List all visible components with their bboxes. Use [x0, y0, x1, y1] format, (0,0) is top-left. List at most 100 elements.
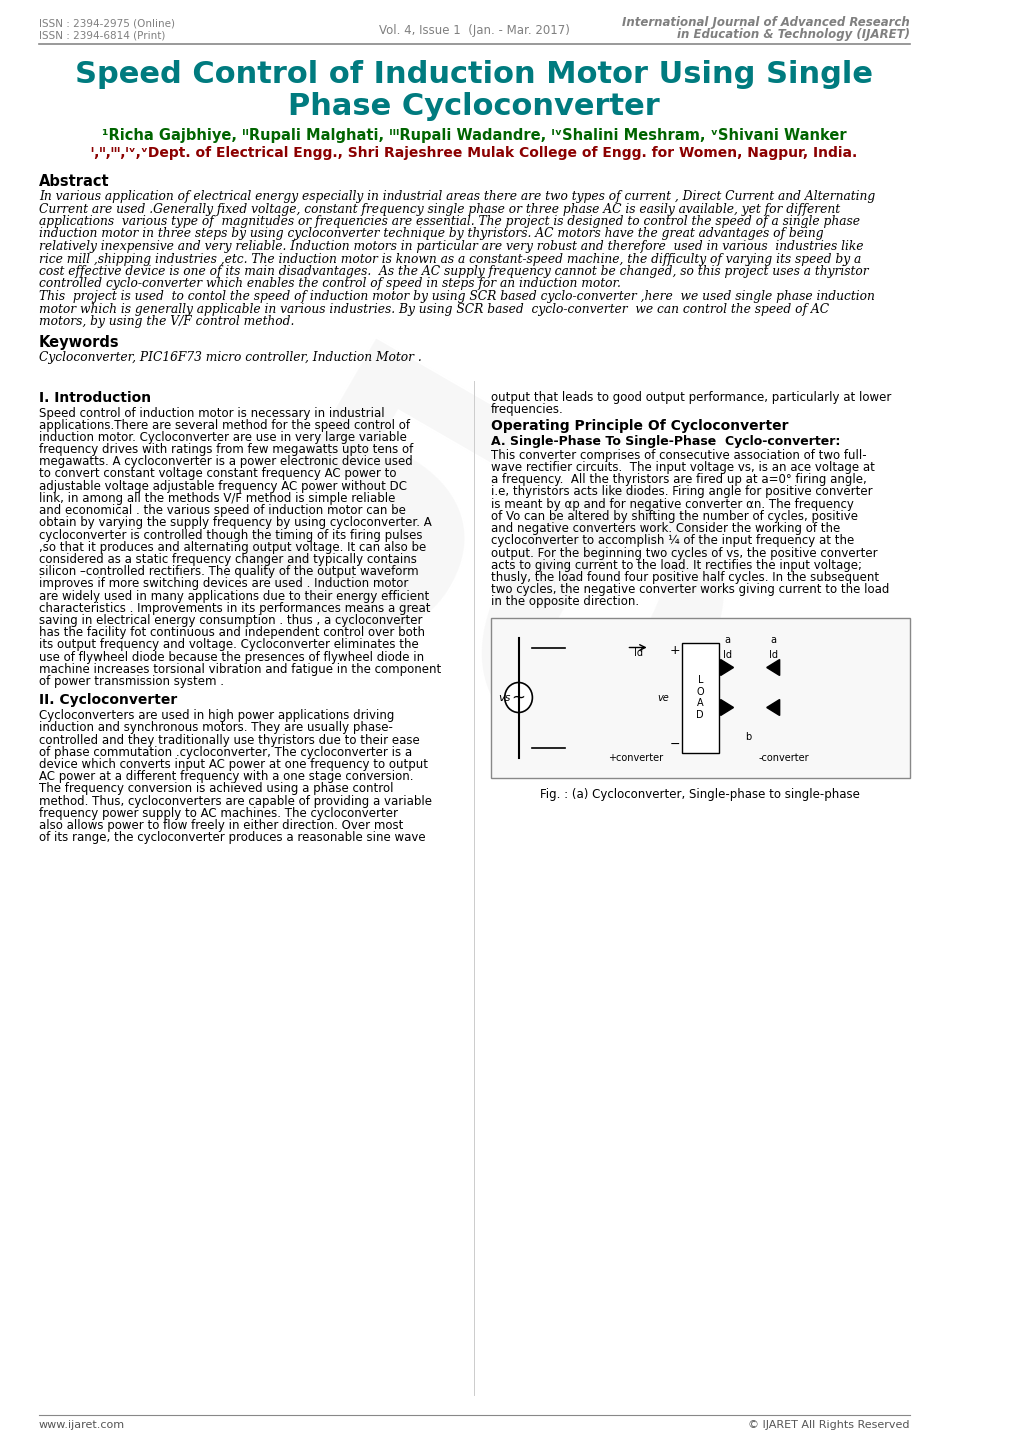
Text: The frequency conversion is achieved using a phase control: The frequency conversion is achieved usi…	[39, 783, 393, 796]
Text: silicon –controlled rectifiers. The quality of the output waveform: silicon –controlled rectifiers. The qual…	[39, 565, 418, 578]
Text: This converter comprises of consecutive association of two full-: This converter comprises of consecutive …	[490, 448, 866, 461]
Text: saving in electrical energy consumption . thus , a cycloconverter: saving in electrical energy consumption …	[39, 614, 422, 627]
Text: to convert constant voltage constant frequency AC power to: to convert constant voltage constant fre…	[39, 467, 396, 480]
Text: ISSN : 2394-6814 (Print): ISSN : 2394-6814 (Print)	[39, 30, 165, 40]
Text: Fig. : (a) Cycloconverter, Single-phase to single-phase: Fig. : (a) Cycloconverter, Single-phase …	[540, 787, 859, 800]
Text: and negative converters work. Consider the working of the: and negative converters work. Consider t…	[490, 522, 840, 535]
Text: in the opposite direction.: in the opposite direction.	[490, 596, 638, 609]
Text: link, in among all the methods V/F method is simple reliable: link, in among all the methods V/F metho…	[39, 492, 394, 505]
Text: applications  various type of  magnitudes or frequencies are essential. The proj: applications various type of magnitudes …	[39, 215, 859, 228]
Text: controlled and they traditionally use thyristors due to their ease: controlled and they traditionally use th…	[39, 734, 419, 747]
Text: machine increases torsional vibration and fatigue in the component: machine increases torsional vibration an…	[39, 663, 440, 676]
Text: output. For the beginning two cycles of vs, the positive converter: output. For the beginning two cycles of …	[490, 547, 876, 559]
Text: has the facility fot continuous and independent control over both: has the facility fot continuous and inde…	[39, 626, 424, 639]
Text: obtain by varying the supply frequency by using cycloconverter. A: obtain by varying the supply frequency b…	[39, 516, 431, 529]
Text: cycloconverter is controlled though the timing of its firing pulses: cycloconverter is controlled though the …	[39, 529, 422, 542]
Text: of power transmission system .: of power transmission system .	[39, 675, 223, 688]
Text: two cycles, the negative converter works giving current to the load: two cycles, the negative converter works…	[490, 583, 889, 596]
Text: b: b	[745, 731, 751, 741]
Text: Id: Id	[634, 647, 642, 658]
Text: use of flywheel diode because the presences of flywheel diode in: use of flywheel diode because the presen…	[39, 650, 424, 663]
Text: frequencies.: frequencies.	[490, 402, 564, 415]
Text: −: −	[668, 738, 679, 751]
Text: Abstract: Abstract	[39, 174, 109, 189]
Text: applications.There are several method for the speed control of: applications.There are several method fo…	[39, 418, 410, 431]
Text: adjustable voltage adjustable frequency AC power without DC: adjustable voltage adjustable frequency …	[39, 480, 407, 493]
Polygon shape	[719, 699, 733, 715]
Text: Cycloconverter, PIC16F73 micro controller, Induction Motor .: Cycloconverter, PIC16F73 micro controlle…	[39, 352, 421, 365]
Bar	[490, 617, 909, 777]
Text: relatively inexpensive and very reliable. Induction motors in particular are ver: relatively inexpensive and very reliable…	[39, 239, 862, 252]
Text: AC power at a different frequency with a one stage conversion.: AC power at a different frequency with a…	[39, 770, 413, 783]
Text: ᴵ,ᴵᴵ,ᴵᴵᴵ,ᴵᵛ,ᵛDept. of Electrical Engg., Shri Rajeshree Mulak College of Engg. fo: ᴵ,ᴵᴵ,ᴵᴵᴵ,ᴵᵛ,ᵛDept. of Electrical Engg., …	[91, 146, 857, 160]
Text: ¹Richa Gajbhiye, ᴵᴵRupali Malghati, ᴵᴵᴵRupali Wadandre, ᴵᵛShalini Meshram, ᵛShiv: ¹Richa Gajbhiye, ᴵᴵRupali Malghati, ᴵᴵᴵR…	[102, 128, 846, 143]
Text: characteristics . Improvements in its performances means a great: characteristics . Improvements in its pe…	[39, 601, 430, 614]
Text: induction motor. Cycloconverter are use in very large variable: induction motor. Cycloconverter are use …	[39, 431, 407, 444]
Text: Cycloconverters are used in high power applications driving: Cycloconverters are used in high power a…	[39, 709, 393, 722]
Text: in Education & Technology (IJARET): in Education & Technology (IJARET)	[676, 27, 909, 40]
Text: Operating Principle Of Cycloconverter: Operating Principle Of Cycloconverter	[490, 418, 788, 433]
Text: megawatts. A cycloconverter is a power electronic device used: megawatts. A cycloconverter is a power e…	[39, 456, 412, 469]
Text: Keywords: Keywords	[39, 336, 119, 350]
Text: © IJARET All Rights Reserved: © IJARET All Rights Reserved	[748, 1420, 909, 1430]
Text: of Vo can be altered by shifting the number of cycles, positive: of Vo can be altered by shifting the num…	[490, 510, 857, 523]
Polygon shape	[719, 659, 733, 675]
Text: motors, by using the V/F control method.: motors, by using the V/F control method.	[39, 314, 293, 327]
Text: In various application of electrical energy especially in industrial areas there: In various application of electrical ene…	[39, 190, 874, 203]
Text: frequency drives with ratings from few megawatts upto tens of: frequency drives with ratings from few m…	[39, 443, 413, 456]
Text: frequency power supply to AC machines. The cycloconverter: frequency power supply to AC machines. T…	[39, 806, 397, 819]
Polygon shape	[766, 659, 779, 675]
Text: induction motor in three steps by using cycloconverter technique by thyristors. : induction motor in three steps by using …	[39, 228, 822, 241]
Text: and economical . the various speed of induction motor can be: and economical . the various speed of in…	[39, 505, 406, 518]
Text: +converter: +converter	[607, 753, 662, 763]
Text: is meant by αp and for negative converter αn. The frequency: is meant by αp and for negative converte…	[490, 497, 853, 510]
Text: Phase Cycloconverter: Phase Cycloconverter	[288, 92, 659, 121]
Text: a: a	[769, 634, 775, 645]
Text: International Journal of Advanced Research: International Journal of Advanced Resear…	[622, 16, 909, 29]
Text: ve: ve	[657, 692, 668, 702]
Text: wave rectifier circuits.  The input voltage vs, is an ace voltage at: wave rectifier circuits. The input volta…	[490, 461, 874, 474]
Text: www.ijaret.com: www.ijaret.com	[39, 1420, 124, 1430]
Text: ,so that it produces and alternating output voltage. It can also be: ,so that it produces and alternating out…	[39, 541, 426, 554]
Text: i.e, thyristors acts like diodes. Firing angle for positive converter: i.e, thyristors acts like diodes. Firing…	[490, 486, 871, 499]
Text: output that leads to good output performance, particularly at lower: output that leads to good output perform…	[490, 391, 891, 404]
Text: of phase commutation .cycloconverter, The cycloconverter is a: of phase commutation .cycloconverter, Th…	[39, 746, 412, 758]
Text: +: +	[668, 645, 679, 658]
Text: a frequency.  All the thyristors are fired up at a=0° firing angle,: a frequency. All the thyristors are fire…	[490, 473, 866, 486]
Text: Speed control of induction motor is necessary in industrial: Speed control of induction motor is nece…	[39, 407, 384, 420]
Text: thusly, the load found four positive half cycles. In the subsequent: thusly, the load found four positive hal…	[490, 571, 878, 584]
Text: induction and synchronous motors. They are usually phase-: induction and synchronous motors. They a…	[39, 721, 392, 734]
Text: cycloconverter to accomplish ¼ of the input frequency at the: cycloconverter to accomplish ¼ of the in…	[490, 535, 853, 548]
Text: its output frequency and voltage. Cycloconverter eliminates the: its output frequency and voltage. Cycloc…	[39, 639, 418, 652]
Text: Id: Id	[768, 649, 776, 659]
Text: considered as a static frequency changer and typically contains: considered as a static frequency changer…	[39, 552, 417, 565]
Text: are widely used in many applications due to their energy efficient: are widely used in many applications due…	[39, 590, 429, 603]
Text: a: a	[723, 634, 730, 645]
Text: L
O
A
D: L O A D	[696, 675, 703, 720]
Text: method. Thus, cycloconverters are capable of providing a variable: method. Thus, cycloconverters are capabl…	[39, 795, 431, 808]
Polygon shape	[766, 699, 779, 715]
Text: Vol. 4, Issue 1  (Jan. - Mar. 2017): Vol. 4, Issue 1 (Jan. - Mar. 2017)	[378, 25, 570, 37]
Text: -converter: -converter	[757, 753, 808, 763]
Text: II. Cycloconverter: II. Cycloconverter	[39, 694, 177, 707]
Text: of its range, the cycloconverter produces a reasonable sine wave: of its range, the cycloconverter produce…	[39, 831, 425, 844]
Text: ISSN : 2394-2975 (Online): ISSN : 2394-2975 (Online)	[39, 17, 174, 27]
Text: Speed Control of Induction Motor Using Single: Speed Control of Induction Motor Using S…	[75, 61, 872, 89]
Text: 50: 50	[169, 323, 779, 877]
Text: improves if more switching devices are used . Induction motor: improves if more switching devices are u…	[39, 577, 408, 590]
Text: acts to giving current to the load. It rectifies the input voltage;: acts to giving current to the load. It r…	[490, 558, 861, 571]
Text: device which converts input AC power at one frequency to output: device which converts input AC power at …	[39, 758, 427, 771]
Text: also allows power to flow freely in either direction. Over most: also allows power to flow freely in eith…	[39, 819, 403, 832]
Text: rice mill ,shipping industries ,etc. The induction motor is known as a constant-: rice mill ,shipping industries ,etc. The…	[39, 252, 860, 265]
Text: vs: vs	[498, 692, 511, 702]
Circle shape	[504, 682, 532, 712]
Text: motor which is generally applicable in various industries. By using SCR based  c: motor which is generally applicable in v…	[39, 303, 828, 316]
Text: cost effective device is one of its main disadvantages.  As the AC supply freque: cost effective device is one of its main…	[39, 265, 867, 278]
Bar	[681, 643, 718, 753]
Text: A. Single-Phase To Single-Phase  Cyclo-converter:: A. Single-Phase To Single-Phase Cyclo-co…	[490, 435, 840, 448]
Text: I. Introduction: I. Introduction	[39, 391, 151, 405]
Text: controlled cyclo-converter which enables the control of speed in steps for an in: controlled cyclo-converter which enables…	[39, 277, 621, 290]
Text: This  project is used  to contol the speed of induction motor by using SCR based: This project is used to contol the speed…	[39, 290, 874, 303]
Text: ~: ~	[512, 688, 525, 707]
Text: Id: Id	[721, 649, 731, 659]
